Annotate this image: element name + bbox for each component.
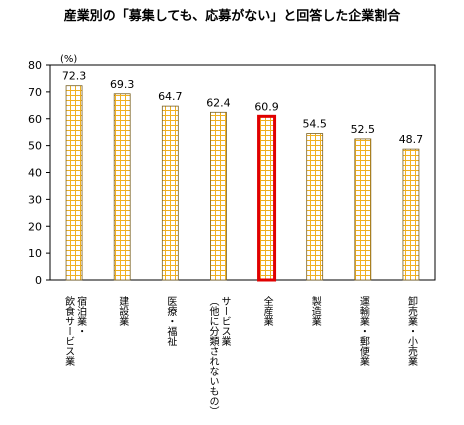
- y-tick-label: 80: [28, 59, 42, 72]
- value-labels: 72.3 69.3 64.7 62.4 60.9 54.5 52.5 48.7: [62, 70, 423, 146]
- bar: [306, 133, 324, 281]
- bars: [65, 85, 420, 282]
- bar: [354, 138, 372, 281]
- bar: [210, 111, 227, 281]
- bar: [402, 148, 420, 281]
- category-label: 宿泊業・: [75, 295, 87, 336]
- category-label: 建設業: [117, 295, 129, 327]
- category-label: 飲食サービス業: [63, 295, 75, 367]
- value-label: 62.4: [206, 96, 231, 109]
- y-tick-label: 40: [28, 167, 42, 180]
- bar: [257, 114, 277, 282]
- category-label: （他に分類されないもの）: [207, 296, 219, 416]
- bar: [65, 85, 83, 281]
- value-label: 60.9: [254, 100, 279, 113]
- value-label: 48.7: [399, 133, 424, 146]
- plot-frame: [49, 64, 436, 281]
- y-axis: 0 10 20 30 40 50 60 70 80: [28, 59, 50, 287]
- value-label: 64.7: [158, 90, 183, 103]
- category-label: 卸売業・小売業: [405, 295, 417, 367]
- category-label: 医療・福祉: [165, 296, 177, 346]
- category-label: 全産業: [261, 295, 273, 327]
- y-unit-label: (%): [60, 54, 77, 65]
- category-label: 運輸業・郵便業: [357, 296, 369, 367]
- category-label: サービス業: [219, 296, 231, 347]
- value-label: 54.5: [302, 118, 327, 131]
- y-tick-label: 70: [28, 86, 42, 99]
- category-labels: 飲食サービス業 宿泊業・ 建設業 医療・福祉 （他に分類されないもの） サービス業 全産業 製…: [63, 295, 418, 416]
- bar: [113, 93, 131, 281]
- category-label: 製造業: [309, 295, 321, 327]
- y-tick-label: 0: [35, 274, 42, 287]
- chart-title: 産業別の「募集しても、応募がない」と回答した企業割合: [64, 8, 402, 24]
- y-tick-label: 20: [28, 220, 42, 233]
- y-tick-label: 50: [28, 140, 42, 153]
- bar: [161, 105, 179, 281]
- y-tick-label: 10: [28, 247, 42, 260]
- y-tick-label: 30: [28, 193, 42, 206]
- value-label: 52.5: [351, 123, 376, 136]
- value-label: 72.3: [62, 70, 87, 83]
- y-tick-label: 60: [28, 113, 42, 126]
- value-label: 69.3: [110, 78, 135, 91]
